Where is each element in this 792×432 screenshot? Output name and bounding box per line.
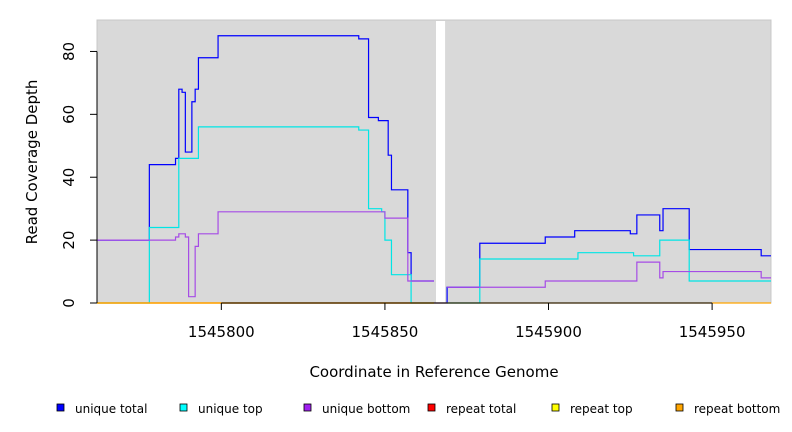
x-tick-label-1545900: 1545900 <box>515 323 582 341</box>
legend-swatch-repeat-bottom <box>675 403 684 412</box>
y-axis-title: Read Coverage Depth <box>23 80 41 245</box>
y-tick-label-40: 40 <box>60 168 78 187</box>
x-tick-label-1545950: 1545950 <box>679 323 746 341</box>
y-tick-label-0: 0 <box>60 298 78 308</box>
gap-regions <box>436 21 446 303</box>
y-axis: 0 20 40 60 80 <box>60 42 98 308</box>
legend: unique total unique top unique bottom repea… <box>56 402 780 416</box>
legend-swatch-unique-bottom <box>303 403 312 412</box>
gap-region-0 <box>436 21 446 303</box>
legend-label-unique-total: unique total <box>75 402 147 416</box>
legend-label-unique-bottom: unique bottom <box>322 402 410 416</box>
x-axis-title: Coordinate in Reference Genome <box>309 363 558 381</box>
legend-label-unique-top: unique top <box>198 402 263 416</box>
legend-swatch-unique-total <box>56 403 65 412</box>
legend-label-repeat-bottom: repeat bottom <box>694 402 780 416</box>
legend-swatch-unique-top <box>179 403 188 412</box>
series-line-unique-top-3 <box>447 239 771 304</box>
y-tick-label-60: 60 <box>60 105 78 124</box>
series-line-unique-bottom-5 <box>447 261 771 288</box>
legend-swatch-repeat-top <box>551 403 560 412</box>
legend-swatch-repeat-total <box>427 403 436 412</box>
x-axis: 1545800 1545850 1545900 1545950 <box>188 302 746 341</box>
series-line-unique-total-0 <box>97 35 434 282</box>
legend-label-repeat-total: repeat total <box>446 402 516 416</box>
x-tick-label-1545800: 1545800 <box>188 323 255 341</box>
series-line-unique-top-2 <box>97 126 434 304</box>
y-tick-label-80: 80 <box>60 42 78 61</box>
x-tick-label-1545850: 1545850 <box>352 323 419 341</box>
y-tick-label-20: 20 <box>60 231 78 250</box>
legend-label-repeat-top: repeat top <box>570 402 633 416</box>
series-line-unique-bottom-4 <box>97 211 434 298</box>
